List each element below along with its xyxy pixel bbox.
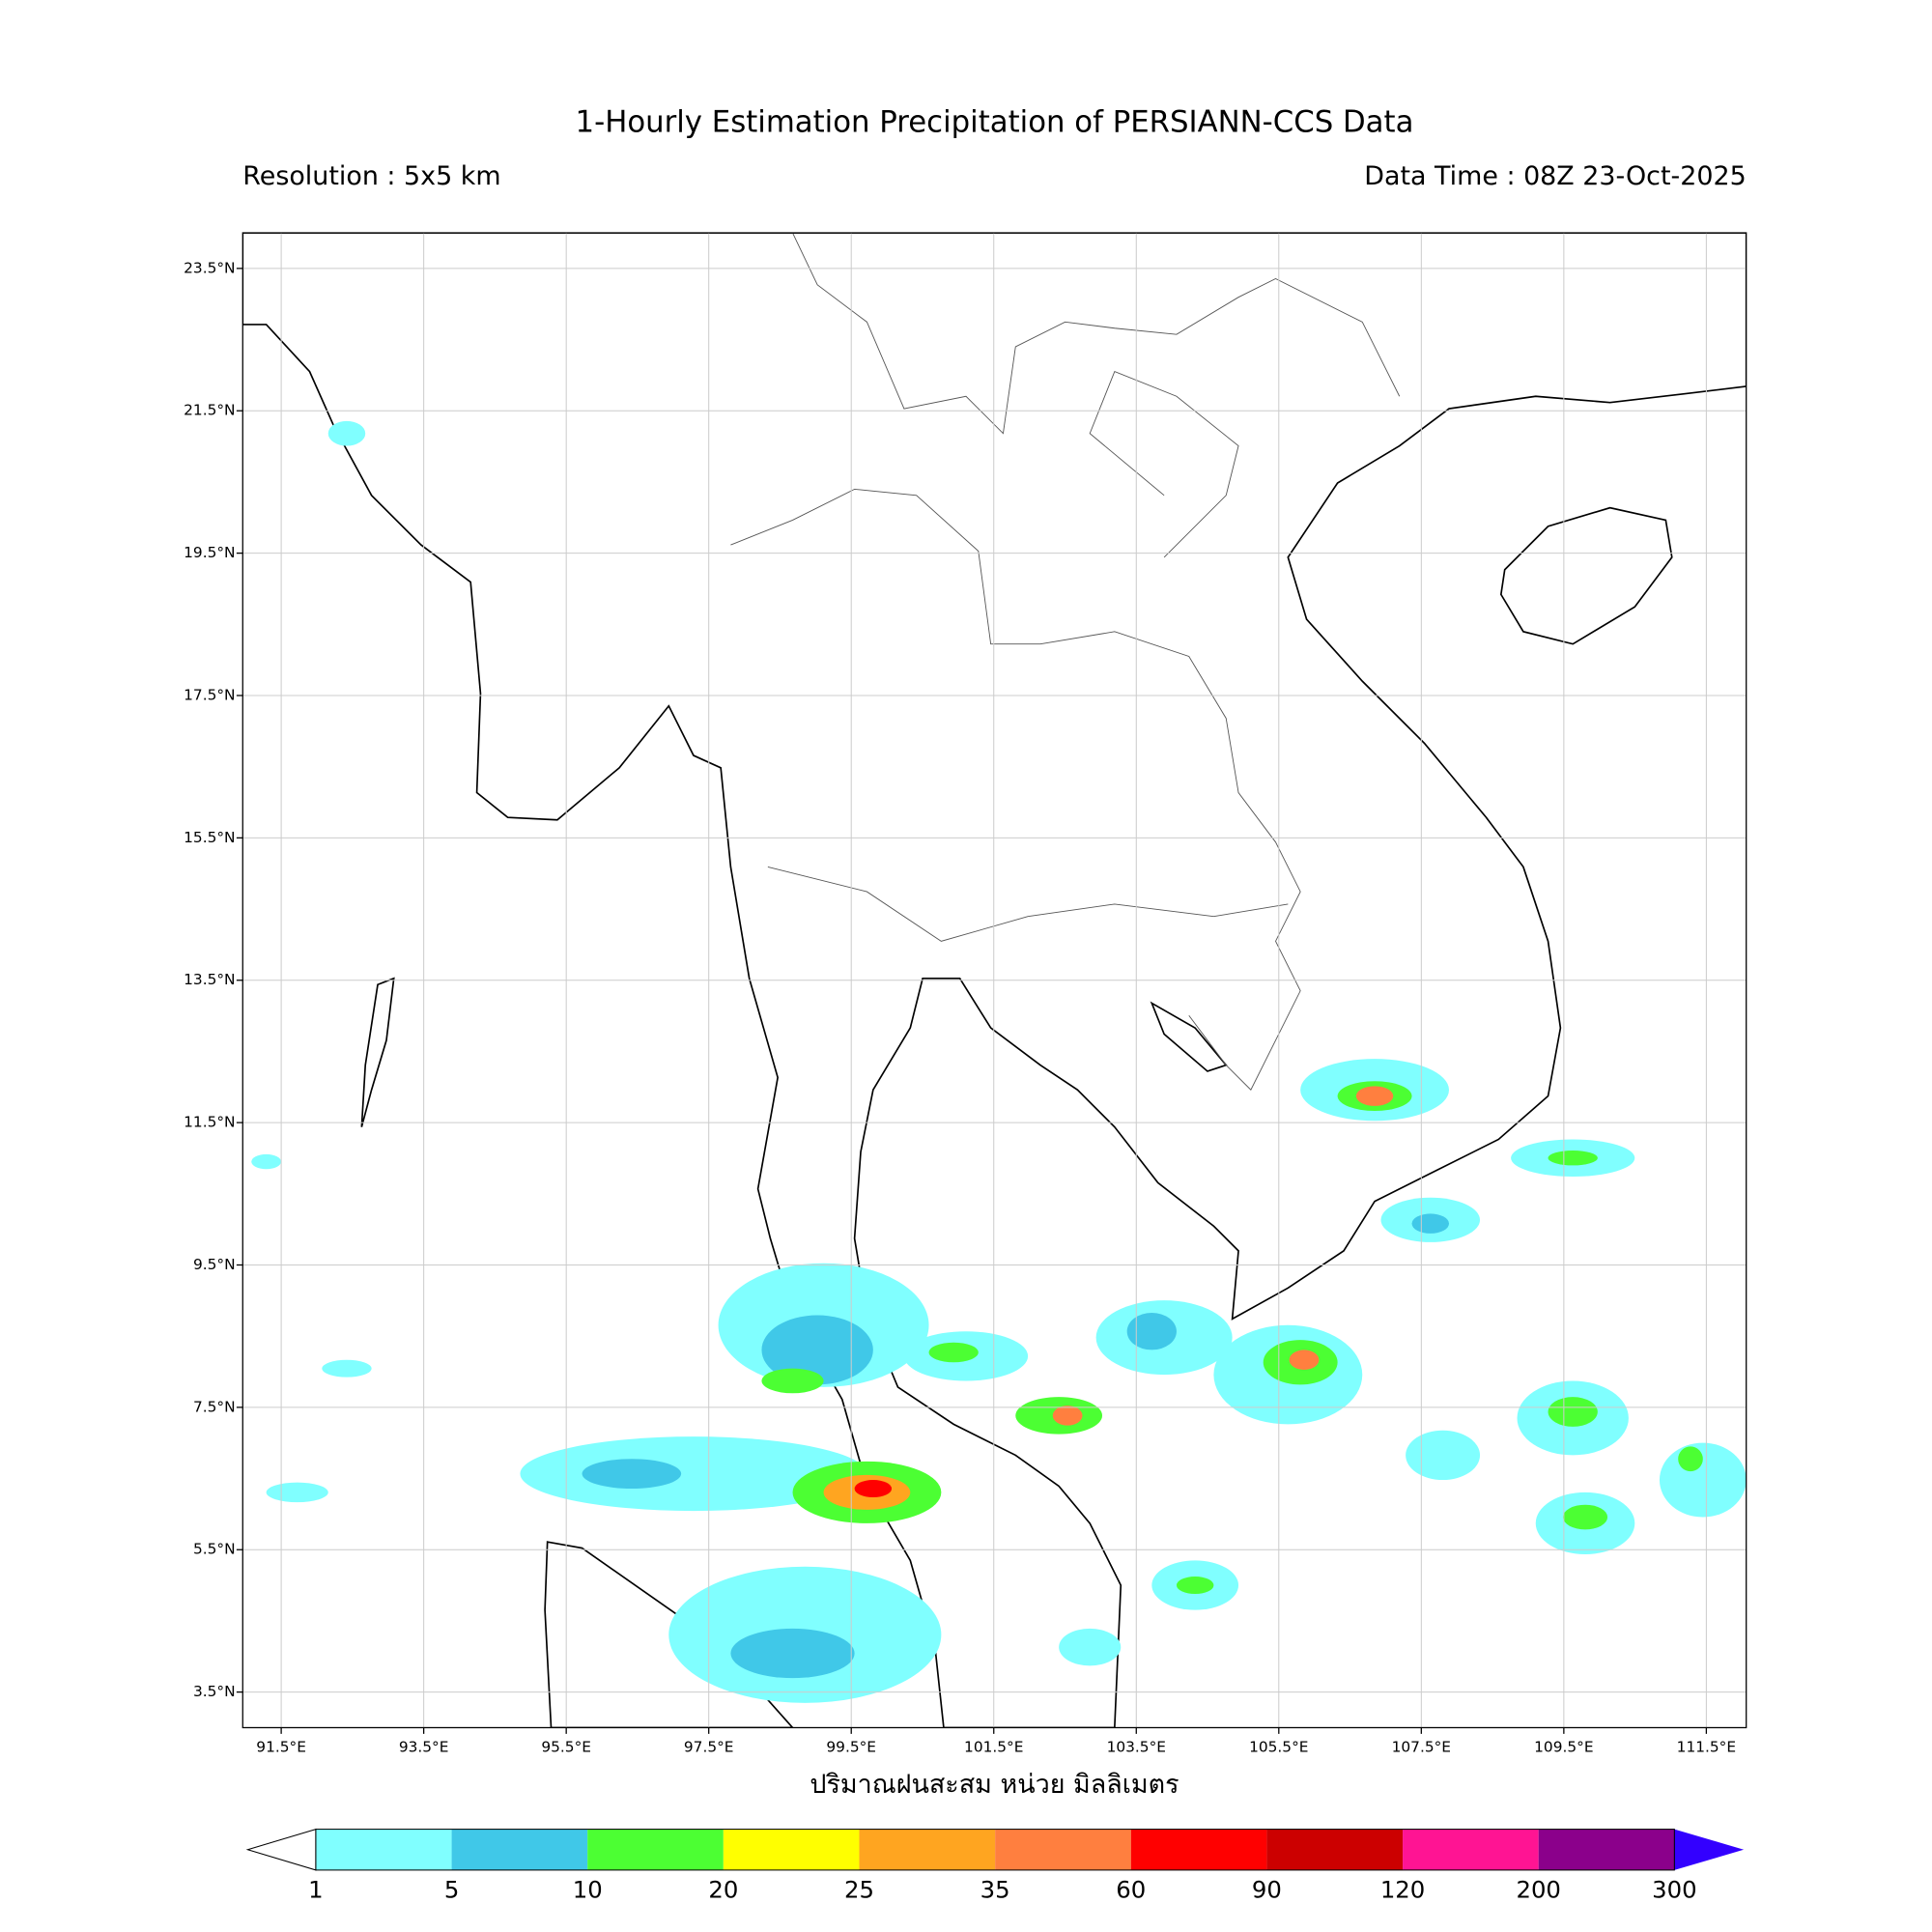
colorbar-box bbox=[723, 1829, 860, 1870]
y-tick-label: 11.5°N bbox=[184, 1114, 235, 1131]
colorbar-box bbox=[1266, 1829, 1404, 1870]
y-tick-label: 17.5°N bbox=[184, 686, 235, 703]
y-tick-label: 15.5°N bbox=[184, 829, 235, 846]
colorbar-label: 5 bbox=[444, 1876, 460, 1904]
x-tick-label: 103.5°E bbox=[1107, 1738, 1166, 1755]
colorbar-box bbox=[587, 1829, 724, 1870]
y-tick-label: 19.5°N bbox=[184, 544, 235, 561]
subtitle-right: Data Time : 08Z 23-Oct-2025 bbox=[1364, 161, 1746, 191]
x-tick-label: 99.5°E bbox=[826, 1738, 876, 1755]
x-tick-label: 111.5°E bbox=[1677, 1738, 1736, 1755]
colorbar-label: 120 bbox=[1380, 1876, 1425, 1904]
colorbar-box bbox=[1538, 1829, 1675, 1870]
colorbar-extend-min bbox=[245, 1828, 317, 1871]
colorbar-box bbox=[1403, 1829, 1539, 1870]
rain bbox=[251, 420, 1747, 1703]
colorbar-extend-max bbox=[1674, 1829, 1745, 1870]
x-tick-label: 109.5°E bbox=[1534, 1738, 1593, 1755]
tonle-sap bbox=[1150, 1001, 1228, 1072]
colorbar-label: 10 bbox=[573, 1876, 603, 1904]
colorbar-label: 300 bbox=[1652, 1876, 1696, 1904]
colorbar-label: 60 bbox=[1116, 1876, 1146, 1904]
y-tick-label: 5.5°N bbox=[193, 1541, 236, 1558]
colorbar-label: 25 bbox=[844, 1876, 874, 1904]
colorbar-box bbox=[995, 1829, 1131, 1870]
y-tick-label: 13.5°N bbox=[184, 971, 235, 988]
subtitle-left: Resolution : 5x5 km bbox=[242, 161, 500, 191]
title: 1-Hourly Estimation Precipitation of PER… bbox=[576, 105, 1414, 140]
x-tick-label: 91.5°E bbox=[256, 1738, 306, 1755]
x-tick-label: 105.5°E bbox=[1249, 1738, 1308, 1755]
colorbar-box bbox=[451, 1829, 588, 1870]
colorbar-label: 90 bbox=[1252, 1876, 1282, 1904]
x-tick-label: 107.5°E bbox=[1392, 1738, 1451, 1755]
x-tick-label: 97.5°E bbox=[684, 1738, 734, 1755]
x-tick-label: 93.5°E bbox=[399, 1738, 449, 1755]
map-area bbox=[242, 233, 1747, 1728]
hainan bbox=[1499, 506, 1673, 645]
y-tick-label: 23.5°N bbox=[184, 259, 235, 276]
colorbar-label: 20 bbox=[708, 1876, 738, 1904]
andaman bbox=[360, 977, 395, 1127]
colorbar-label: 1 bbox=[308, 1876, 324, 1904]
y-tick-label: 7.5°N bbox=[193, 1398, 236, 1415]
colorbar-box bbox=[859, 1829, 996, 1870]
colorbar-box bbox=[1130, 1829, 1267, 1870]
y-tick-label: 9.5°N bbox=[193, 1256, 236, 1273]
colorbar-label: ปริมาณฝนสะสม หน่วย มิลลิเมตร bbox=[810, 1770, 1179, 1800]
grid bbox=[242, 233, 1747, 1728]
x-tick-label: 101.5°E bbox=[964, 1738, 1023, 1755]
colorbar-label: 200 bbox=[1516, 1876, 1560, 1904]
colorbar-box bbox=[315, 1829, 452, 1870]
x-tick-label: 95.5°E bbox=[541, 1738, 591, 1755]
y-tick-label: 3.5°N bbox=[193, 1683, 236, 1700]
y-tick-label: 21.5°N bbox=[184, 402, 235, 419]
borders bbox=[730, 233, 1401, 1091]
colorbar-label: 35 bbox=[980, 1876, 1010, 1904]
colorbar-frame bbox=[315, 1829, 1675, 1871]
